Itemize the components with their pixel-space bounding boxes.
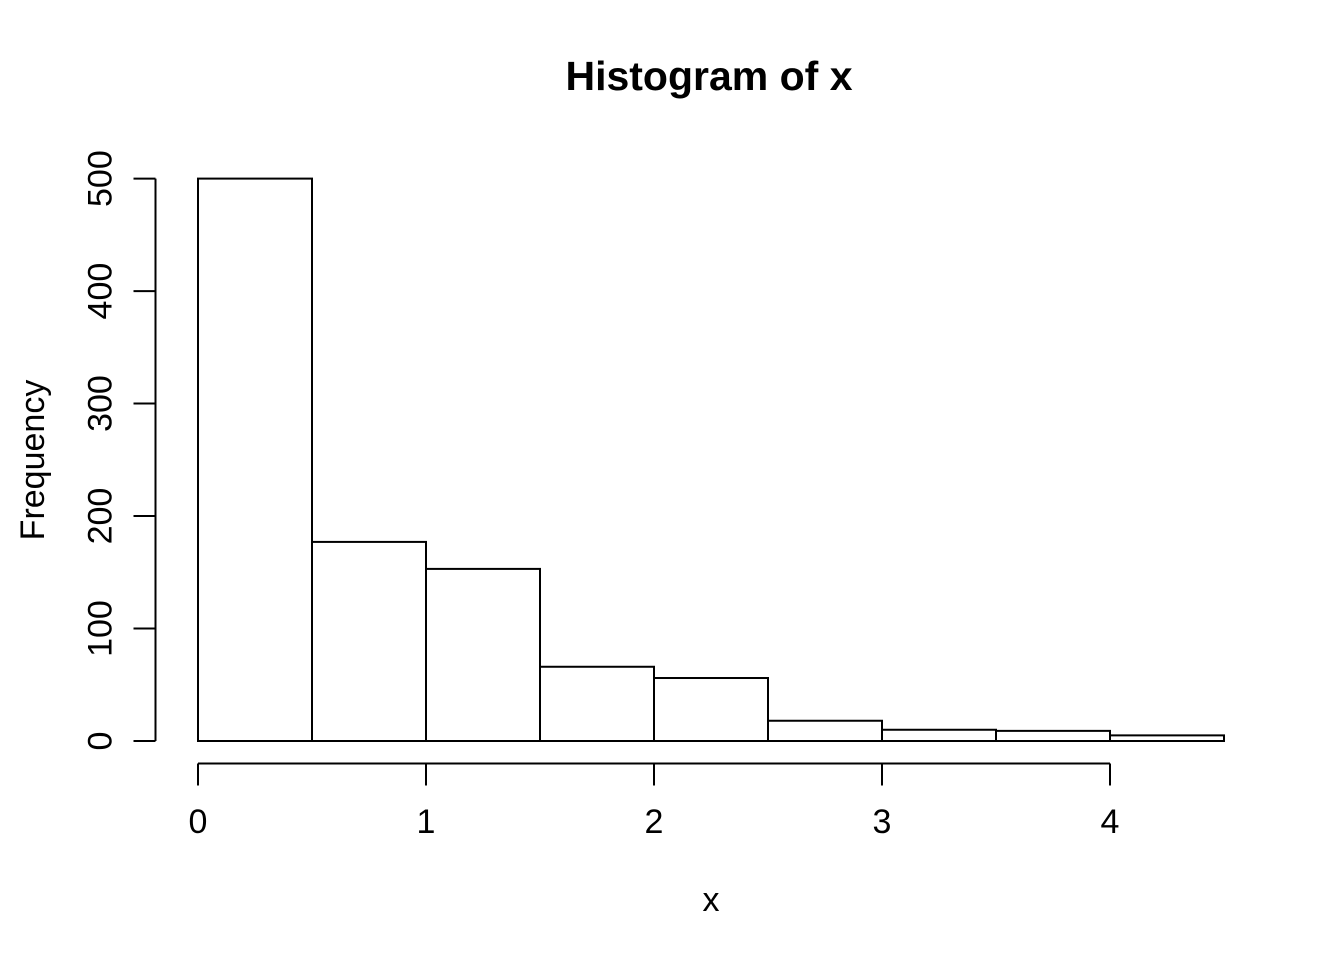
histogram-bar (653, 677, 769, 743)
histogram-bar (767, 719, 883, 743)
x-axis-label: x (703, 881, 720, 919)
y-tick-label: 500 (82, 150, 120, 207)
x-tick-label: 4 (1101, 803, 1120, 841)
y-tick-label: 0 (82, 732, 120, 751)
y-axis-label: Frequency (14, 380, 52, 541)
y-tick-label: 300 (82, 375, 120, 432)
histogram-bar (425, 567, 541, 742)
histogram-bar (881, 728, 997, 743)
histogram-bars (197, 177, 1225, 743)
histogram-bar (311, 540, 427, 742)
histogram-bar (539, 665, 655, 742)
x-tick-label: 1 (417, 803, 436, 841)
y-tick-label: 200 (82, 488, 120, 545)
y-tick-label: 100 (82, 600, 120, 657)
histogram-bar (995, 729, 1111, 742)
x-tick-label: 3 (873, 803, 892, 841)
histogram-bar (1109, 734, 1225, 742)
x-axis: 0 1 2 3 4 (189, 762, 1120, 841)
chart-title: Histogram of x (565, 53, 852, 99)
x-tick-label: 2 (645, 803, 664, 841)
y-axis: 0 100 200 300 400 500 (82, 150, 157, 751)
histogram-bar (197, 177, 313, 743)
x-tick-label: 0 (189, 803, 208, 841)
y-tick-label: 400 (82, 263, 120, 320)
